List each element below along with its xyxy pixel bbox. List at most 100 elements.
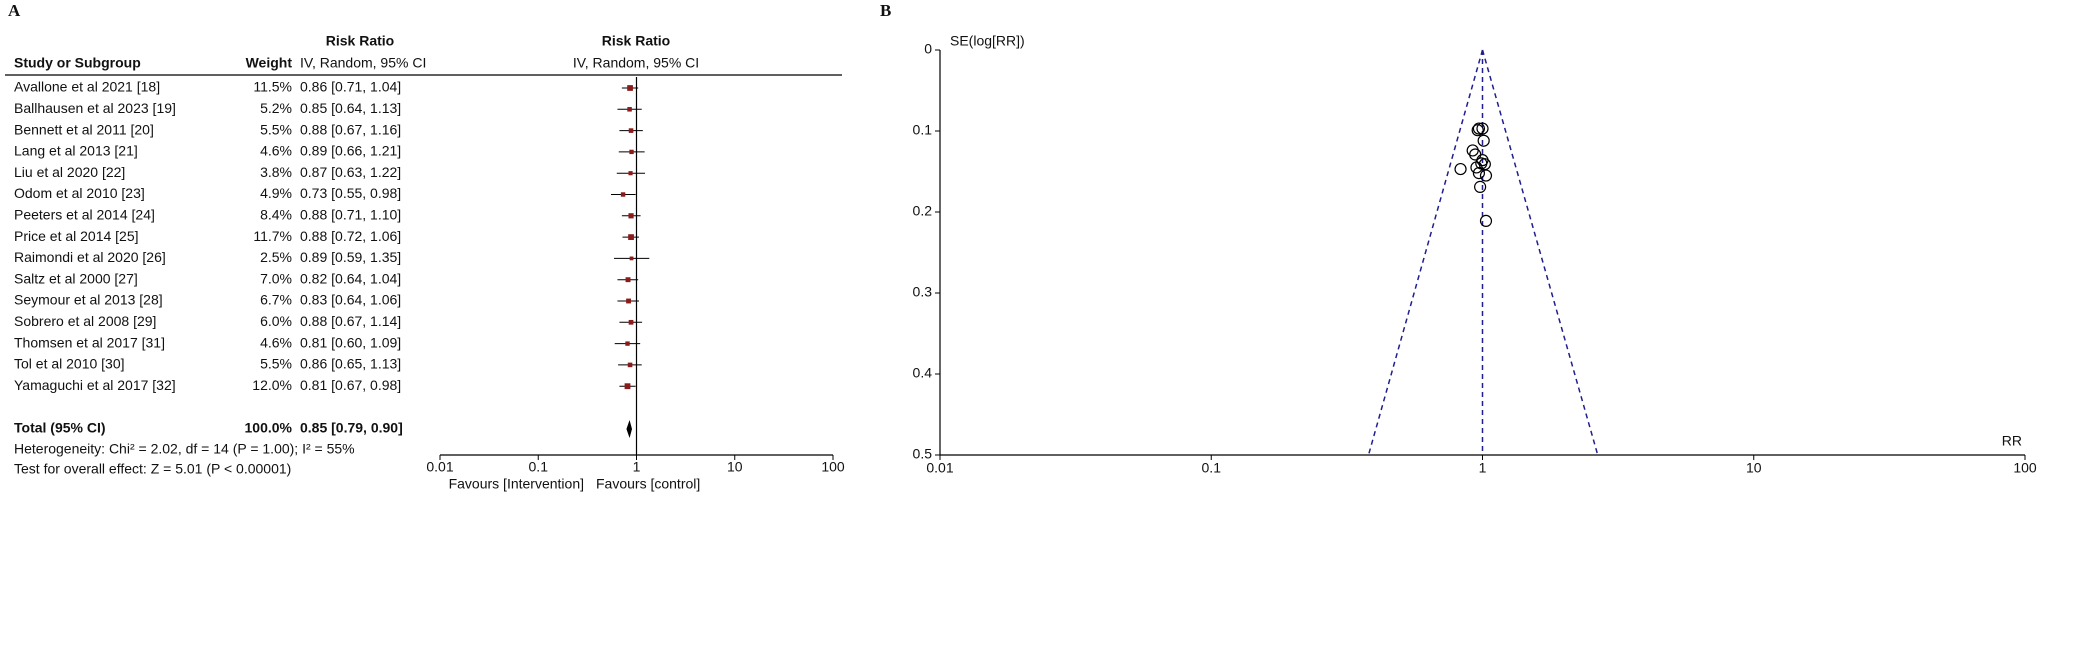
favours-right: Favours [control] (596, 476, 700, 492)
x-tick-label: 0.01 (426, 459, 453, 475)
weight-label: 7.0% (260, 270, 292, 286)
ci-label: 0.85 [0.64, 1.13] (300, 100, 401, 116)
effect-marker (626, 298, 631, 304)
overall-effect: Test for overall effect: Z = 5.01 (P < 0… (14, 461, 291, 477)
study-point (1471, 124, 1484, 137)
ci-label: 0.89 [0.66, 1.21] (300, 143, 401, 159)
funnel-limit (1367, 49, 1484, 456)
favours-left: Favours [Intervention] (449, 476, 584, 492)
study-name: Price et al 2014 [25] (14, 228, 139, 244)
study-point (1474, 180, 1487, 193)
study-name: Peeters et al 2014 [24] (14, 207, 155, 223)
study-name: Odom et al 2010 [23] (14, 185, 145, 201)
ci-label: 0.81 [0.60, 1.09] (300, 334, 401, 350)
study-name: Thomsen et al 2017 [31] (14, 334, 165, 350)
ci-label: 0.73 [0.55, 0.98] (300, 185, 401, 201)
x-tick-label: 0.1 (529, 459, 549, 475)
study-point (1454, 162, 1467, 176)
weight-label: 3.8% (260, 164, 292, 180)
study-name: Avallone et al 2021 [18] (14, 79, 160, 95)
total-ci: 0.85 [0.79, 0.90] (300, 420, 403, 436)
weight-label: 4.6% (260, 143, 292, 159)
study-point (1469, 148, 1482, 161)
effect-marker (627, 107, 632, 112)
ci-label: 0.86 [0.71, 1.04] (300, 79, 401, 95)
plot-subtitle: IV, Random, 95% CI (573, 55, 699, 71)
total-weight: 100.0% (245, 420, 293, 436)
weight-label: 6.7% (260, 292, 292, 308)
study-name: Tol et al 2010 [30] (14, 356, 125, 372)
study-name: Lang et al 2013 [21] (14, 143, 138, 159)
weight-label: 5.2% (260, 100, 292, 116)
y-tick-label: 0.1 (913, 122, 933, 138)
study-name: Yamaguchi et al 2017 [32] (14, 377, 176, 393)
study-name: Raimondi et al 2020 [26] (14, 249, 166, 265)
study-name: Bennett et al 2011 [20] (14, 121, 154, 137)
weight-header: Weight (246, 55, 293, 71)
x-tick-label: 1 (1479, 460, 1487, 476)
ci-label: 0.81 [0.67, 0.98] (300, 377, 401, 393)
study-point (1472, 167, 1486, 180)
y-tick-label: 0.4 (913, 365, 933, 381)
study-header: Study or Subgroup (14, 55, 141, 71)
x-axis-label: RR (2002, 433, 2022, 449)
y-tick-label: 0 (924, 41, 932, 57)
y-tick-label: 0.5 (913, 446, 933, 462)
study-point (1477, 134, 1490, 147)
x-tick-label: 0.01 (926, 460, 953, 476)
ci-label: 0.89 [0.59, 1.35] (300, 249, 401, 265)
study-point (1476, 122, 1489, 135)
weight-label: 11.7% (253, 228, 292, 244)
study-point (1466, 144, 1479, 157)
total-diamond (626, 420, 633, 438)
effect-marker (627, 85, 633, 91)
weight-label: 4.9% (260, 185, 292, 201)
y-tick-label: 0.2 (913, 203, 933, 219)
study-name: Ballhausen et al 2023 [19] (14, 100, 176, 116)
ci-label: 0.88 [0.67, 1.16] (300, 121, 401, 137)
study-point (1472, 122, 1486, 135)
effect-marker (629, 149, 634, 155)
weight-label: 6.0% (260, 313, 292, 329)
effect-marker (627, 362, 633, 368)
funnel-limit (1481, 49, 1599, 456)
x-tick-label: 0.1 (1202, 460, 1222, 476)
effect-marker (628, 213, 634, 219)
x-tick-label: 10 (1746, 460, 1762, 476)
effect-marker (625, 341, 630, 346)
effect-marker (629, 256, 634, 261)
ci-label: 0.88 [0.72, 1.06] (300, 228, 401, 244)
study-name: Saltz et al 2000 [27] (14, 270, 138, 286)
weight-label: 8.4% (260, 207, 292, 223)
effect-marker (628, 234, 634, 240)
x-tick-label: 1 (633, 459, 641, 475)
plot-title: Risk Ratio (602, 33, 670, 49)
weight-label: 11.5% (253, 79, 292, 95)
heterogeneity: Heterogeneity: Chi² = 2.02, df = 14 (P =… (14, 441, 355, 457)
study-name: Seymour et al 2013 [28] (14, 292, 163, 308)
panel-label: B (880, 1, 891, 20)
effect-marker (628, 171, 633, 176)
panel-label: A (8, 1, 21, 20)
effect-marker (628, 319, 634, 325)
y-tick-label: 0.3 (913, 284, 933, 300)
ci-label: 0.83 [0.64, 1.06] (300, 292, 401, 308)
ci-label: 0.88 [0.71, 1.10] (300, 207, 401, 223)
ci-label: 0.82 [0.64, 1.04] (300, 270, 401, 286)
effect-marker (620, 192, 626, 197)
x-tick-label: 100 (821, 459, 845, 475)
effect-marker (624, 383, 631, 390)
weight-label: 12.0% (252, 377, 292, 393)
study-point (1478, 158, 1491, 171)
weight-label: 2.5% (260, 249, 292, 265)
x-tick-label: 100 (2013, 460, 2037, 476)
weight-label: 4.6% (260, 334, 292, 350)
weight-label: 5.5% (260, 121, 292, 137)
ci-label: 0.87 [0.63, 1.22] (300, 164, 401, 180)
total-label: Total (95% CI) (14, 420, 106, 436)
ci-label: 0.88 [0.67, 1.14] (300, 313, 401, 329)
table-subtitle: IV, Random, 95% CI (300, 55, 426, 71)
effect-marker (628, 128, 634, 133)
